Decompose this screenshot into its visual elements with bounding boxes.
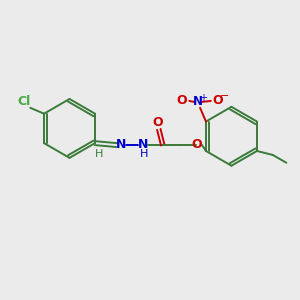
Text: Cl: Cl [18, 95, 31, 108]
Text: H: H [140, 149, 148, 159]
Text: O: O [152, 116, 163, 129]
Text: N: N [193, 95, 203, 108]
Text: +: + [199, 93, 207, 103]
Text: O: O [212, 94, 223, 107]
Text: O: O [176, 94, 187, 107]
Text: −: − [220, 91, 229, 101]
Text: O: O [192, 138, 203, 151]
Text: N: N [138, 138, 148, 151]
Text: N: N [116, 138, 127, 151]
Text: H: H [95, 149, 103, 159]
